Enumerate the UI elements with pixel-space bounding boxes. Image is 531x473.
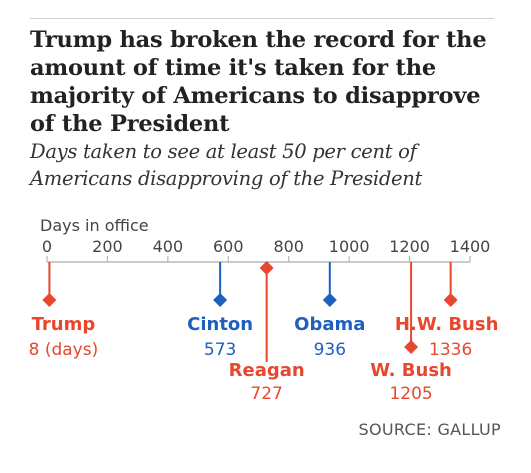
point-value-label: 1336 xyxy=(429,340,472,360)
point-name-label: Cinton xyxy=(187,314,253,335)
point-diamond-marker xyxy=(42,293,57,307)
point-name-label: Obama xyxy=(294,314,365,335)
chart-subtitle: Days taken to see at least 50 per cent o… xyxy=(30,140,423,190)
x-tick-label: 600 xyxy=(213,237,244,256)
x-tick-label: 1200 xyxy=(389,237,430,256)
point-value-label: 936 xyxy=(314,340,346,360)
point-value-label: 573 xyxy=(204,340,236,360)
point-diamond-marker xyxy=(443,293,458,307)
data-point: Reagan 727 xyxy=(229,261,305,404)
data-point: W. Bush 1205 xyxy=(370,262,452,404)
point-diamond-marker xyxy=(322,293,337,307)
point-value-label: 8 (days) xyxy=(29,340,99,360)
point-value-label: 727 xyxy=(250,384,282,404)
x-axis-label: Days in office xyxy=(40,216,149,235)
point-name-label: Trump xyxy=(32,314,96,335)
top-rule xyxy=(30,18,494,19)
point-diamond-marker xyxy=(213,293,228,307)
point-name-label: Reagan xyxy=(229,360,305,381)
x-tick-label: 800 xyxy=(273,237,304,256)
chart-title: Trump has broken the record for the amou… xyxy=(30,27,487,137)
x-axis-ticks: 0 200 400 600 800 1000 1200 1400 xyxy=(42,237,490,262)
data-point: Trump 8 (days) xyxy=(29,262,99,360)
source-credit: SOURCE: GALLUP xyxy=(358,420,501,439)
x-tick-label: 1000 xyxy=(329,237,370,256)
point-name-label: W. Bush xyxy=(370,360,452,381)
point-name-label: H.W. Bush xyxy=(395,314,498,335)
x-tick-label: 400 xyxy=(153,237,184,256)
x-tick-label: 0 xyxy=(42,237,52,256)
point-diamond-marker xyxy=(404,340,419,354)
data-point: H.W. Bush 1336 xyxy=(395,262,498,360)
chart-area: Days in office 0 200 400 600 800 1000 1200 1400… xyxy=(29,216,499,404)
x-tick-label: 200 xyxy=(92,237,123,256)
point-value-label: 1205 xyxy=(389,384,432,404)
point-diamond-marker xyxy=(259,261,274,275)
x-tick-label: 1400 xyxy=(450,237,491,256)
data-point: Cinton 573 xyxy=(187,262,253,360)
data-point: Obama 936 xyxy=(294,262,365,360)
